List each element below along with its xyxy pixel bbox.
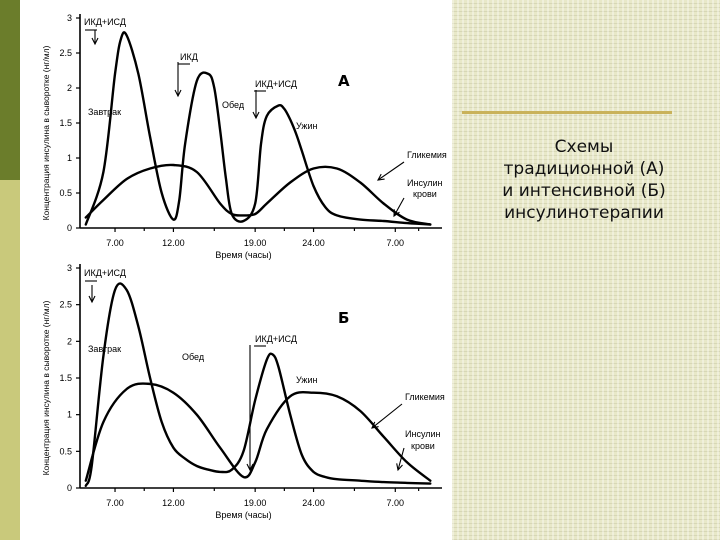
annotation-label: крови [413,189,437,199]
x-tick-label: 24.00 [302,238,325,248]
chart-panel-2: 0 0.5 1 1.5 2 2.5 3 7.00 12.00 19.00 24.00 7.00 Врем… [41,263,445,520]
arrowhead-icon [371,421,379,429]
caption-line-3: и интенсивной (Б) [502,181,666,201]
slide-caption: Схемы традиционной (А) и интенсивной (Б)… [462,136,706,224]
y-tick-label: 0.5 [59,446,72,456]
x-tick-label: 7.00 [387,498,405,508]
annotation-arrow [397,447,405,471]
y-tick-label: 0.5 [59,188,72,198]
caption-line-2: традиционной (А) [503,159,665,179]
panel-letter: Б [338,309,349,327]
y-axis-label: Концентрация инсулина в сыворотке (нг/мл… [41,300,51,475]
glycemia-curve [84,163,432,226]
annotation-label: крови [411,441,435,451]
caption-divider [462,111,672,114]
annotation-label: Гликемия [405,392,445,402]
annotation-arrow [393,197,405,217]
y-tick-label: 1.5 [59,373,72,383]
annotation-label: Обед [222,100,245,110]
x-tick-label: 19.00 [244,498,267,508]
y-tick-label: 2.5 [59,300,72,310]
y-tick-label: 1 [67,410,72,420]
panel-letter: А [338,72,350,90]
caption-line-4: инсулинотерапии [504,203,664,223]
annotation-label: Ужин [296,375,317,385]
y-tick-label: 0 [67,223,72,233]
arrowhead-icon [396,463,403,472]
arrowhead-icon [252,111,260,120]
annotation-label: Обед [182,352,205,362]
annotation-label: Завтрак [88,107,121,117]
glycemia-curve [84,382,432,482]
annotation-label: ИКД+ИСД [84,268,126,278]
chart-panel-1: 0 0.5 1 1.5 2 2.5 3 7.00 12.00 19.00 24.00 7.00 Врем… [41,13,447,260]
sidebar-strip-dark [0,0,20,180]
annotation-label: Инсулин [407,178,443,188]
y-tick-label: 1 [67,153,72,163]
annotation-label: ИКД [180,52,198,62]
arrowhead-icon [393,209,400,218]
arrowhead-icon [246,463,254,472]
caption-panel [452,0,720,540]
x-tick-label: 7.00 [106,498,124,508]
annotation-label: Завтрак [88,344,121,354]
y-tick-label: 2.5 [59,48,72,58]
y-axis-label: Концентрация инсулина в сыворотке (нг/мл… [41,45,51,220]
annotation-label: Гликемия [407,150,447,160]
arrowhead-icon [174,89,182,98]
annotation-label: Инсулин [405,429,441,439]
x-tick-label: 7.00 [387,238,405,248]
arrowhead-icon [88,295,96,304]
annotation-arrow [371,403,403,429]
annotation-arrow [377,161,405,181]
y-tick-label: 3 [67,263,72,273]
x-tick-label: 19.00 [244,238,267,248]
annotation-label: ИКД+ИСД [255,334,297,344]
y-tick-label: 0 [67,483,72,493]
sidebar-strip-light [0,180,20,540]
caption-line-1: Схемы [554,137,614,157]
arrowhead-icon [376,173,385,181]
arrowhead-icon [91,37,99,46]
y-tick-label: 2 [67,336,72,346]
x-axis-label: Время (часы) [215,250,271,260]
y-tick-label: 1.5 [59,118,72,128]
y-tick-label: 3 [67,13,72,23]
annotation-label: ИКД+ИСД [84,17,126,27]
x-tick-label: 12.00 [162,498,185,508]
annotation-label: Ужин [296,121,317,131]
annotation-label: ИКД+ИСД [255,79,297,89]
y-tick-label: 2 [67,83,72,93]
x-tick-label: 12.00 [162,238,185,248]
x-tick-label: 24.00 [302,498,325,508]
insulin-curve [84,31,432,226]
x-tick-label: 7.00 [106,238,124,248]
x-axis-label: Время (часы) [215,510,271,520]
